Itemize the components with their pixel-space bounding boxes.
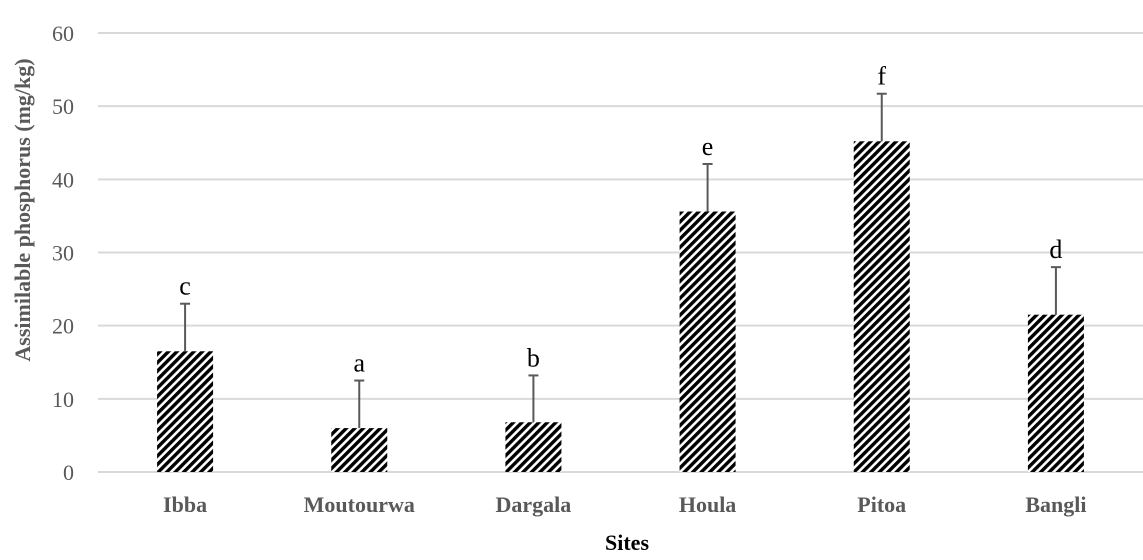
x-tick-label-bangli: Bangli [1025,492,1086,517]
x-axis-title: Sites [605,530,649,555]
significance-letter-pitoa: f [877,62,886,91]
bar-houla [679,211,736,472]
y-tick-label-30: 30 [52,241,74,266]
y-tick-label-40: 40 [52,167,74,192]
error-bars [180,92,1061,429]
significance-letter-dargala: b [527,343,540,372]
x-tick-label-moutourwa: Moutourwa [304,492,415,517]
x-tick-label-dargala: Dargala [496,492,572,517]
y-tick-label-20: 20 [52,314,74,339]
y-tick-label-0: 0 [63,460,74,485]
gridlines [98,32,1143,473]
x-tick-label-ibba: Ibba [163,492,207,517]
significance-letter-moutourwa: a [353,349,365,378]
y-tick-label-60: 60 [52,21,74,46]
bar-dargala [505,422,562,472]
bars [157,141,1084,472]
significance-letter-houla: e [702,132,714,161]
bar-ibba [157,351,214,472]
y-axis-title: Assimilable phosphorus (mg/kg) [10,58,35,361]
bar-bangli [1027,314,1084,472]
bar-moutourwa [331,428,388,472]
significance-letter-ibba: c [179,272,191,301]
x-tick-label-houla: Houla [679,492,736,517]
labels: 0 10 20 30 40 50 60 c Ibba a Moutourwa b Dargala e Hou… [52,21,1086,517]
bar-pitoa [853,141,910,472]
x-tick-label-pitoa: Pitoa [857,492,906,517]
significance-letter-bangli: d [1049,235,1062,264]
y-tick-label-50: 50 [52,94,74,119]
y-tick-label-10: 10 [52,387,74,412]
